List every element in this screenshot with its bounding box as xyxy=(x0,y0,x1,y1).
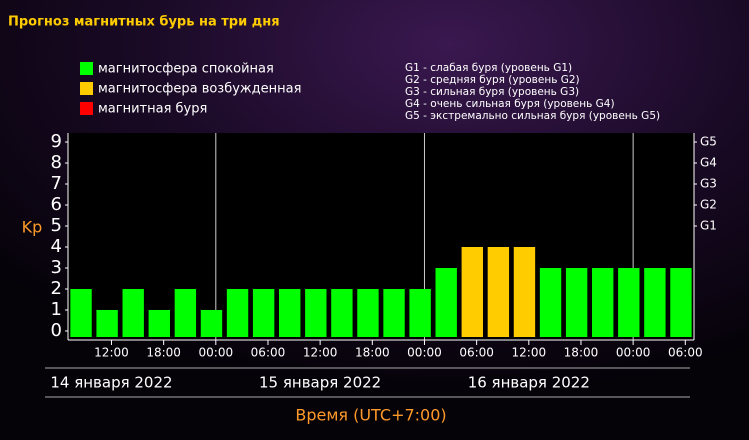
bar xyxy=(226,288,249,337)
bar xyxy=(565,267,588,337)
bar xyxy=(618,267,640,337)
x-tick-label: 06:00 xyxy=(251,346,286,360)
x-tick-label: 06:00 xyxy=(668,346,703,360)
bar xyxy=(670,267,692,337)
x-tick-label: 18:00 xyxy=(564,346,599,360)
bar xyxy=(357,288,379,337)
bar xyxy=(539,267,562,337)
bar xyxy=(461,246,483,337)
y2-tick-label: G4 xyxy=(700,156,717,170)
bar xyxy=(279,288,301,337)
x-tick-label: 12:00 xyxy=(94,346,129,360)
x-tick-label: 00:00 xyxy=(616,346,651,360)
storm-level: G3 - сильная буря (уровень G3) xyxy=(405,86,579,98)
y-tick-label: 2 xyxy=(51,278,62,299)
bar xyxy=(644,267,666,337)
bar xyxy=(305,288,327,337)
storm-level: G4 - очень сильная буря (уровень G4) xyxy=(405,98,615,110)
y-axis-label: Kp xyxy=(22,218,43,237)
y2-tick-label: G5 xyxy=(700,135,717,149)
legend-label: магнитосфера спокойная xyxy=(98,62,274,77)
date-label: 14 января 2022 xyxy=(50,374,172,392)
bar xyxy=(148,309,170,337)
bar xyxy=(383,288,405,337)
bar xyxy=(331,288,353,337)
x-axis-label: Время (UTC+7:00) xyxy=(295,406,446,425)
y2-tick-label: G2 xyxy=(700,198,717,212)
bar xyxy=(487,246,510,337)
x-tick-label: 06:00 xyxy=(459,346,494,360)
x-tick-label: 00:00 xyxy=(199,346,234,360)
date-label: 15 января 2022 xyxy=(259,374,381,392)
x-tick-label: 18:00 xyxy=(146,346,181,360)
bar xyxy=(435,267,457,337)
bar xyxy=(96,309,118,337)
storm-level: G2 - средняя буря (уровень G2) xyxy=(405,74,580,86)
y-tick-label: 3 xyxy=(51,257,62,278)
date-label: 16 января 2022 xyxy=(468,374,590,392)
bar xyxy=(70,288,92,337)
bar xyxy=(200,309,223,337)
y2-tick-label: G1 xyxy=(700,219,717,233)
legend-swatch xyxy=(80,82,93,95)
storm-level: G1 - слабая буря (уровень G1) xyxy=(405,62,572,74)
legend-label: магнитосфера возбужденная xyxy=(98,82,301,97)
bar xyxy=(513,246,536,337)
bar xyxy=(252,288,275,337)
chart-title: Прогноз магнитных бурь на три дня xyxy=(8,15,280,30)
legend-swatch xyxy=(80,102,93,115)
y-tick-label: 9 xyxy=(51,131,62,152)
y-tick-label: 8 xyxy=(51,152,62,173)
x-tick-label: 12:00 xyxy=(512,346,547,360)
y-tick-label: 4 xyxy=(51,236,62,257)
x-tick-label: 18:00 xyxy=(355,346,390,360)
y-tick-label: 0 xyxy=(51,320,62,341)
y-tick-label: 7 xyxy=(51,173,62,194)
legend-label: магнитная буря xyxy=(98,102,207,117)
legend-swatch xyxy=(80,62,93,75)
y-tick-label: 5 xyxy=(51,215,62,236)
plot-area xyxy=(68,133,694,340)
y-tick-label: 1 xyxy=(51,299,62,320)
bar xyxy=(174,288,197,337)
bar xyxy=(409,288,431,337)
storm-level: G5 - экстремально сильная буря (уровень … xyxy=(405,110,660,122)
x-tick-label: 12:00 xyxy=(303,346,338,360)
bar xyxy=(122,288,144,337)
y2-tick-label: G3 xyxy=(700,177,717,191)
bar xyxy=(592,267,614,337)
y-tick-label: 6 xyxy=(51,194,62,215)
x-tick-label: 00:00 xyxy=(407,346,442,360)
